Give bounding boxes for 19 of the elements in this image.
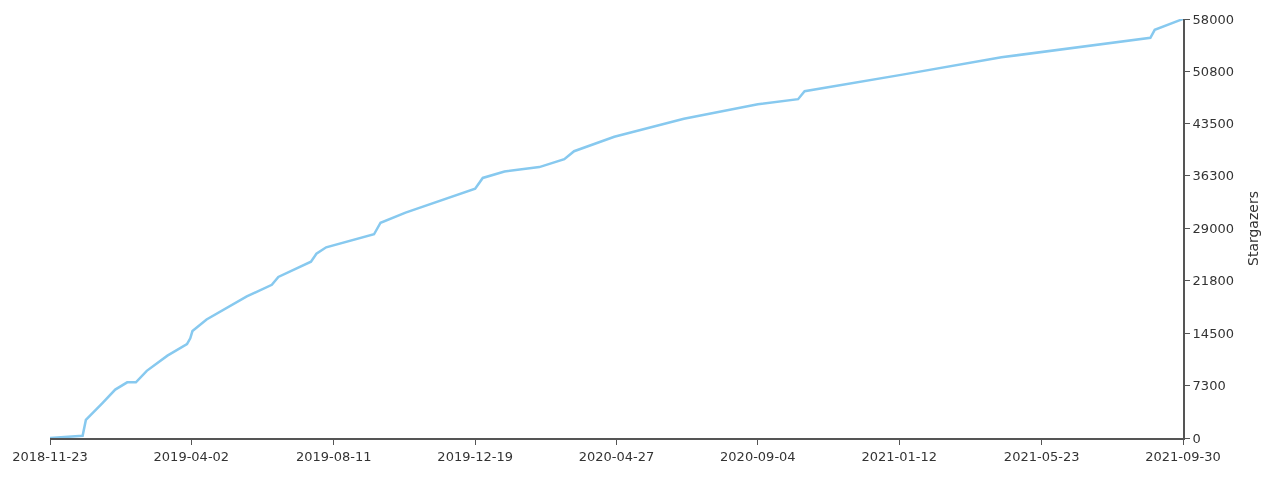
x-tick-label: 2020-09-04 (720, 448, 796, 464)
x-tick-label: 2018-11-23 (12, 448, 88, 464)
x-tick-label: 2021-01-12 (861, 448, 937, 464)
y-tick-label: 50800 (1192, 63, 1234, 79)
x-tick-label: 2019-08-11 (296, 448, 372, 464)
x-tick-label: 2019-12-19 (437, 448, 513, 464)
y-tick-label: 14500 (1192, 325, 1234, 341)
y-tick-label: 0 (1192, 430, 1201, 446)
y-tick-label: 29000 (1192, 221, 1234, 237)
y-axis-title: Stargazers (1244, 191, 1261, 266)
x-tick-label: 2020-04-27 (578, 448, 655, 464)
x-tick-label: 2021-05-23 (1003, 448, 1080, 464)
x-tick-label: 2021-09-30 (1145, 448, 1221, 464)
y-tick-label: 21800 (1192, 273, 1234, 289)
y-tick-label: 36300 (1192, 168, 1234, 184)
y-tick-label: 58000 (1192, 11, 1234, 27)
x-tick-label: 2019-04-02 (153, 448, 230, 464)
y-tick-label: 43500 (1192, 116, 1234, 132)
y-tick-label: 7300 (1192, 377, 1226, 393)
